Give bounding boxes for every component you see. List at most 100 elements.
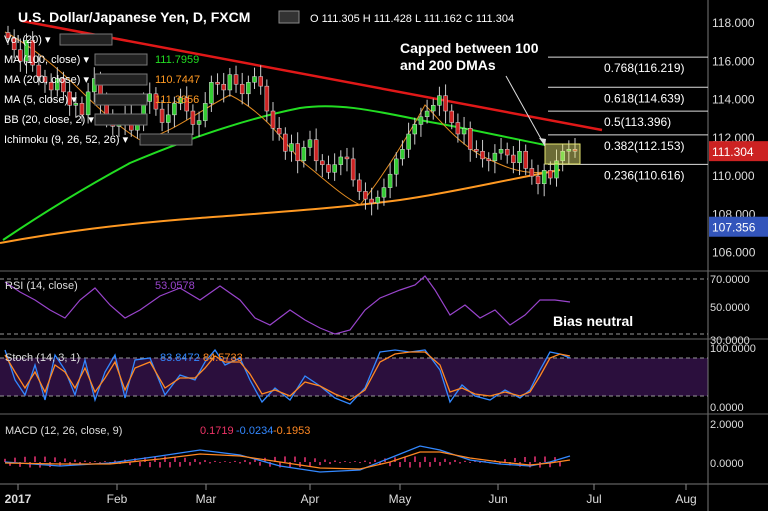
candle-body xyxy=(202,103,208,121)
candle-body xyxy=(554,160,559,179)
candle-body xyxy=(159,108,165,123)
candle-body xyxy=(363,191,368,200)
x-label-0: 2017 xyxy=(5,492,32,506)
macd-line xyxy=(4,445,571,473)
candle-body xyxy=(85,91,91,116)
price-tag-0: 111.304 xyxy=(712,145,754,159)
candle-body xyxy=(233,74,239,85)
price-axis: 118.000116.000114.000112.000110.000108.0… xyxy=(712,16,756,260)
rsi-line xyxy=(4,275,571,335)
fib-label-4: 0.236(110.616) xyxy=(604,168,685,182)
candle-body xyxy=(73,103,79,106)
candle-body xyxy=(400,149,405,160)
x-label-4: May xyxy=(389,492,412,506)
legend-controls[interactable] xyxy=(59,33,113,46)
fib-label-3: 0.382(112.153) xyxy=(604,139,685,153)
arrow-head xyxy=(539,138,546,146)
consolidation-box xyxy=(544,143,581,165)
stoch-tick-0: 0.0000 xyxy=(710,402,744,414)
candle-body xyxy=(270,110,276,129)
candle-body xyxy=(461,128,467,135)
annotation-arrow xyxy=(505,75,546,147)
candle-body xyxy=(523,150,528,169)
candle-body xyxy=(147,93,152,102)
candle-body xyxy=(504,149,510,156)
candle-body xyxy=(184,97,189,112)
time-axis: 2017 Feb Mar Apr May Jun Jul Aug xyxy=(5,484,697,506)
price-tick-2: 114.000 xyxy=(712,93,755,107)
rsi-tick-30: 30.0000 xyxy=(710,335,750,347)
ma100-line xyxy=(2,105,546,241)
candle-body xyxy=(42,76,48,83)
x-label-5: Jun xyxy=(488,492,507,506)
stoch-d-line xyxy=(4,351,571,401)
ohlc-readout: O 111.305 H 111.428 L 111.162 C 111.304 xyxy=(310,13,514,25)
candle-body xyxy=(5,32,11,39)
candle-body xyxy=(326,164,331,173)
macd-panel: MACD (12, 26, close, 9) 0.1719 -0.0234 -… xyxy=(4,419,744,473)
settings-box[interactable] xyxy=(278,10,300,24)
legend-label-1: MA (100, close) ▾ xyxy=(4,54,89,66)
candle-body xyxy=(486,158,491,162)
candle-body xyxy=(424,110,430,118)
candle-body xyxy=(36,64,42,77)
stoch-panel-bg xyxy=(0,358,708,396)
fib-label-2: 0.5(113.396) xyxy=(604,115,671,129)
candle-body xyxy=(449,110,454,123)
candle-body xyxy=(541,170,547,185)
legend-controls[interactable] xyxy=(94,93,148,106)
macd-tick-2: 2.0000 xyxy=(710,419,744,431)
symbol-title: U.S. Dollar/Japanese Yen, D, FXCM xyxy=(18,9,250,25)
candle-body xyxy=(357,179,362,192)
x-label-2: Mar xyxy=(196,492,217,506)
candle-body xyxy=(239,83,245,95)
candle-body xyxy=(529,168,535,177)
fib-levels: 0.768(116.219) 0.618(114.639) 0.5(113.396)… xyxy=(548,56,708,182)
legend-controls[interactable] xyxy=(94,113,148,126)
price-tick-4: 110.000 xyxy=(712,169,755,183)
legend-label-4: BB (20, close, 2) ▾ xyxy=(4,114,94,126)
candle-body xyxy=(295,143,300,162)
stoch-d-value: 84.5733 xyxy=(203,352,243,364)
candle-body xyxy=(11,38,17,51)
stoch-k-value: 83.8472 xyxy=(160,352,200,364)
capped-annotation-2: and 200 DMAs xyxy=(400,57,496,73)
candle-body xyxy=(467,128,473,150)
candle-body xyxy=(172,103,177,116)
candle-body xyxy=(381,187,387,198)
fib-label-1: 0.618(114.639) xyxy=(604,91,685,105)
candle-body xyxy=(492,152,498,162)
candle-body xyxy=(455,122,461,135)
stoch-label: Stoch (14, 3, 1) xyxy=(5,352,80,364)
macd-value-2: -0.0234 xyxy=(236,425,273,437)
price-tags: 111.304 107.356 xyxy=(709,141,768,237)
price-tick-6: 106.000 xyxy=(712,246,756,260)
indicator-legend: Vol (20) ▾ MA (100, close) ▾ 111.7959 MA (2… xyxy=(4,33,200,146)
legend-controls[interactable] xyxy=(94,53,148,66)
legend-label-5: Ichimoku (9, 26, 52, 26) ▾ xyxy=(4,134,129,146)
candlesticks xyxy=(5,25,578,216)
candle-body xyxy=(221,83,226,91)
macd-tick-0: 0.0000 xyxy=(710,458,744,470)
candle-body xyxy=(437,95,442,106)
candle-body xyxy=(332,164,337,173)
macd-value-1: 0.1719 xyxy=(200,425,234,437)
candle-body xyxy=(350,158,356,181)
price-tag-1: 107.356 xyxy=(712,221,756,235)
candle-body xyxy=(48,82,54,91)
candle-body xyxy=(480,150,485,160)
candle-body xyxy=(252,76,257,83)
bias-annotation: Bias neutral xyxy=(553,313,633,329)
candle-body xyxy=(344,156,350,160)
candle-body xyxy=(431,105,436,112)
legend-controls[interactable] xyxy=(94,73,148,86)
legend-controls[interactable] xyxy=(139,133,193,146)
ma200-line xyxy=(0,169,561,244)
candle-body xyxy=(394,158,399,175)
candle-body xyxy=(190,110,196,125)
candle-body xyxy=(418,116,424,125)
candle-body xyxy=(474,149,479,152)
candle-body xyxy=(406,133,411,150)
candle-body xyxy=(196,120,202,125)
candle-body xyxy=(560,150,565,162)
